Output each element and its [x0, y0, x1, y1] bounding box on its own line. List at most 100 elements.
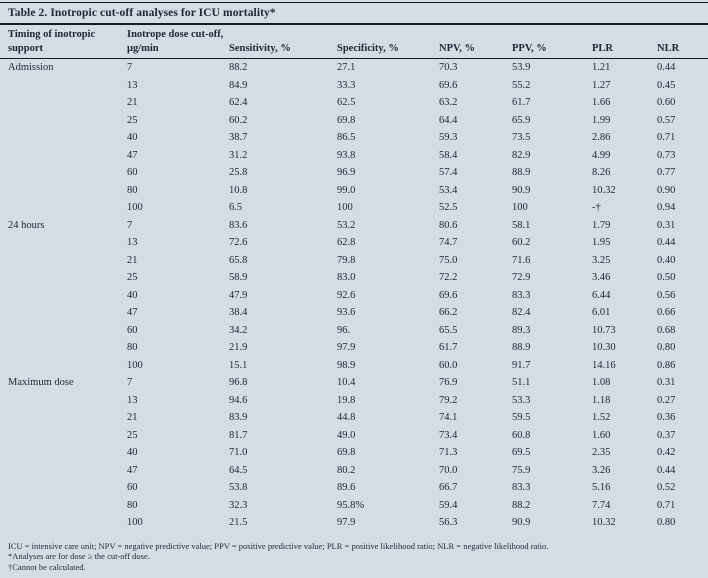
- table-row: 80 10.8 99.0 53.4 90.9 10.32 0.90: [0, 182, 708, 200]
- dose-cell: 100: [127, 202, 143, 213]
- value-cell: 71.6: [512, 254, 531, 266]
- value-cell: 88.2: [512, 499, 531, 511]
- column-header-ppv: PPV, %: [512, 25, 592, 59]
- value-cell: 33.3: [337, 79, 356, 91]
- value-cell: 0.66: [657, 307, 676, 318]
- value-cell: 3.26: [592, 464, 611, 476]
- dose-cell: 47: [127, 307, 138, 318]
- value-cell: 53.9: [512, 62, 531, 73]
- value-cell: 84.9: [229, 79, 248, 91]
- value-cell: 55.2: [512, 79, 531, 91]
- dose-cell: 7: [127, 219, 133, 231]
- value-cell: 0.68: [657, 324, 676, 336]
- column-header-dose-cutoff: Inotrope dose cut-off, μg/min: [127, 25, 229, 59]
- dose-cell: 47: [127, 149, 138, 161]
- table-row: 13 84.9 33.3 69.6 55.2 1.27 0.45: [0, 77, 708, 95]
- value-cell: 2.86: [592, 132, 611, 143]
- value-cell: 6.5: [229, 202, 243, 213]
- value-cell: -†: [592, 202, 601, 213]
- value-cell: 80.2: [337, 464, 356, 476]
- value-cell: 69.5: [512, 447, 531, 458]
- section-label-cell: [0, 287, 127, 305]
- dose-cell: 60: [127, 167, 138, 178]
- value-cell: 100: [337, 202, 353, 213]
- value-cell: 93.6: [337, 307, 356, 318]
- table-row: Admission 7 88.2 27.1 70.3 53.9 1.21 0.44: [0, 59, 708, 77]
- value-cell: 97.9: [337, 342, 356, 353]
- value-cell: 56.3: [439, 517, 458, 528]
- section-label-cell: [0, 427, 127, 445]
- dose-cell: 13: [127, 79, 138, 91]
- header-row: Timing of inotropic support Inotrope dos…: [0, 25, 708, 59]
- table-row: Maximum dose 7 96.8 10.4 76.9 51.1 1.08 0.31: [0, 374, 708, 392]
- table-row: 24 hours 7 83.6 53.2 80.6 58.1 1.79 0.31: [0, 217, 708, 235]
- value-cell: 44.8: [337, 412, 356, 423]
- section-label-cell: [0, 269, 127, 287]
- value-cell: 1.08: [592, 377, 611, 388]
- table-row: 47 64.5 80.2 70.0 75.9 3.26 0.44: [0, 462, 708, 480]
- table-row: 60 25.8 96.9 57.4 88.9 8.26 0.77: [0, 164, 708, 182]
- section-label-cell: [0, 497, 127, 515]
- value-cell: 59.4: [439, 499, 458, 511]
- value-cell: 58.9: [229, 272, 248, 283]
- value-cell: 61.7: [439, 342, 458, 353]
- value-cell: 0.42: [657, 447, 676, 458]
- value-cell: 72.2: [439, 272, 458, 283]
- table-row: 40 38.7 86.5 59.3 73.5 2.86 0.71: [0, 129, 708, 147]
- value-cell: 0.44: [657, 237, 676, 248]
- value-cell: 53.3: [512, 394, 531, 406]
- value-cell: 6.44: [592, 289, 611, 301]
- table-row: 60 53.8 89.6 66.7 83.3 5.16 0.52: [0, 479, 708, 497]
- value-cell: 90.9: [512, 517, 531, 528]
- value-cell: 59.5: [512, 412, 531, 423]
- column-header-nlr: NLR: [657, 25, 708, 59]
- value-cell: 88.2: [229, 62, 248, 73]
- value-cell: 71.0: [229, 447, 248, 458]
- value-cell: 0.52: [657, 482, 676, 493]
- section-label-cell: [0, 444, 127, 462]
- section-label-cell: [0, 182, 127, 200]
- footnote-analyses: *Analyses are for dose ≥ the cut-off dos…: [8, 551, 150, 561]
- value-cell: 69.8: [337, 447, 356, 458]
- value-cell: 0.77: [657, 167, 676, 178]
- value-cell: 38.7: [229, 132, 248, 143]
- table-row: 80 32.3 95.8% 59.4 88.2 7.74 0.71: [0, 497, 708, 515]
- value-cell: 79.2: [439, 394, 458, 406]
- value-cell: 60.0: [439, 359, 458, 371]
- dose-cell: 21: [127, 97, 138, 108]
- value-cell: 89.6: [337, 482, 356, 493]
- dose-cell: 47: [127, 464, 138, 476]
- dose-cell: 80: [127, 342, 138, 353]
- value-cell: 5.16: [592, 482, 611, 493]
- table-row: 21 65.8 79.8 75.0 71.6 3.25 0.40: [0, 252, 708, 270]
- value-cell: 74.1: [439, 412, 458, 423]
- value-cell: 0.90: [657, 184, 676, 196]
- value-cell: 1.95: [592, 237, 611, 248]
- value-cell: 1.27: [592, 79, 611, 91]
- column-header-sensitivity: Sensitivity, %: [229, 25, 337, 59]
- table-row: 21 62.4 62.5 63.2 61.7 1.66 0.60: [0, 94, 708, 112]
- dose-cell: 60: [127, 324, 138, 336]
- value-cell: 100: [512, 202, 528, 213]
- value-cell: 65.5: [439, 324, 458, 336]
- section-label-cell: [0, 77, 127, 95]
- value-cell: 92.6: [337, 289, 356, 301]
- column-header-npv: NPV, %: [439, 25, 512, 59]
- value-cell: 10.73: [592, 324, 616, 336]
- dose-cell: 100: [127, 517, 143, 528]
- value-cell: 0.44: [657, 464, 676, 476]
- value-cell: 1.66: [592, 97, 611, 108]
- value-cell: 60.8: [512, 429, 531, 441]
- value-cell: 51.1: [512, 377, 531, 388]
- dose-cell: 40: [127, 289, 138, 301]
- dose-cell: 80: [127, 499, 138, 511]
- value-cell: 0.40: [657, 254, 676, 266]
- value-cell: 0.60: [657, 97, 676, 108]
- value-cell: 3.25: [592, 254, 611, 266]
- value-cell: 62.8: [337, 237, 356, 248]
- value-cell: 65.8: [229, 254, 248, 266]
- dose-cell: 60: [127, 482, 138, 493]
- value-cell: 70.3: [439, 62, 458, 73]
- value-cell: 73.4: [439, 429, 458, 441]
